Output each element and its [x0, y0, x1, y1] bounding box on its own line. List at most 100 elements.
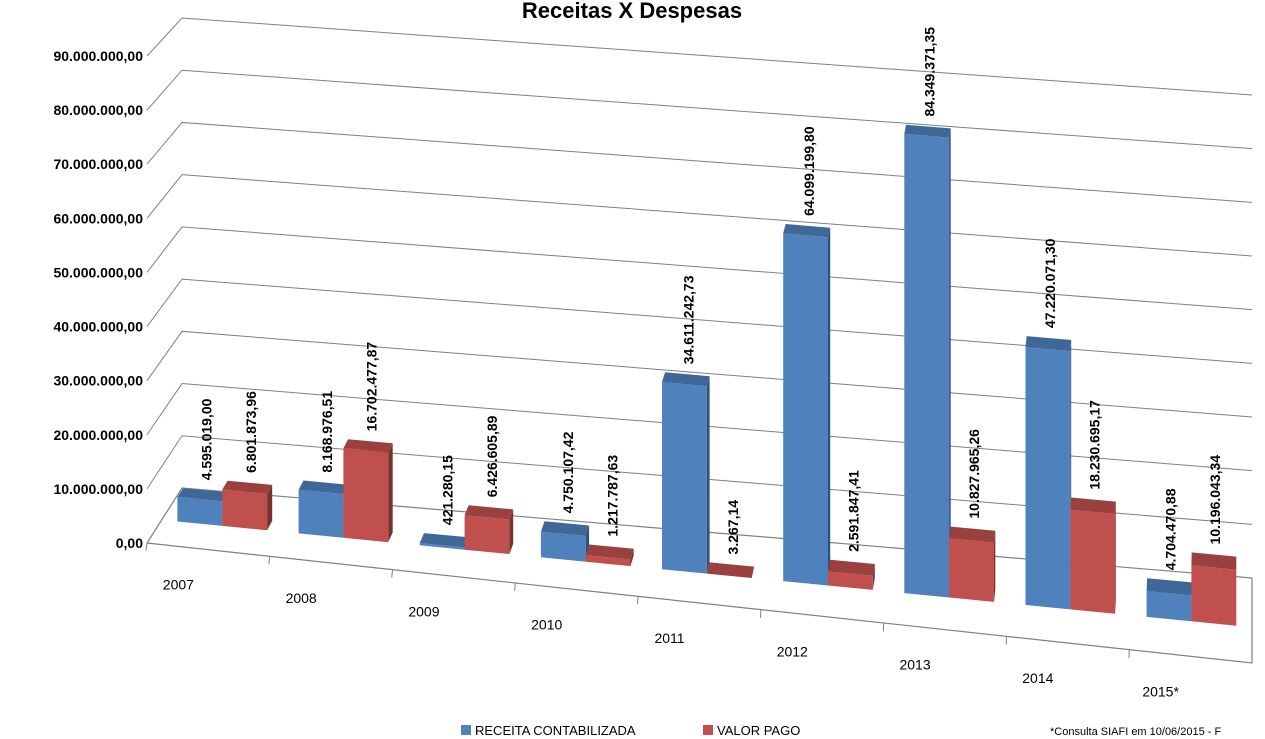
data-label: 10.827.965,26	[966, 429, 982, 519]
bar-receita-2015*	[1146, 578, 1192, 622]
data-label: 2.591.847,41	[846, 470, 862, 552]
x-tick-label: 2010	[531, 617, 562, 633]
y-tick-label: 60.000.000,00	[53, 210, 143, 226]
bar-top	[343, 439, 393, 453]
bar-top	[585, 544, 634, 560]
bar-front	[949, 538, 994, 602]
gridline	[146, 383, 1253, 472]
bar-top	[298, 480, 349, 494]
bar-front	[828, 571, 873, 590]
bar-top	[419, 533, 469, 548]
bar-front	[904, 133, 950, 598]
bar-valor-pago-2011	[706, 562, 755, 578]
x-tick-mark	[268, 556, 271, 565]
bars	[177, 124, 1237, 626]
y-tick-label: 90.000.000,00	[53, 48, 143, 64]
bar-receita-2014	[1025, 336, 1072, 610]
bar-valor-pago-2012	[828, 559, 875, 590]
bar-valor-pago-2010	[585, 544, 634, 567]
chart-title: Receitas X Despesas	[522, 0, 742, 23]
bar-top	[1070, 497, 1116, 514]
bar-valor-pago-2007	[222, 480, 273, 531]
bar-valor-pago-2014	[1070, 497, 1116, 614]
legend-swatch-valor-pago	[703, 725, 713, 735]
bar-front	[1025, 347, 1071, 610]
x-tick-mark	[391, 569, 394, 578]
data-label: 421.280,15	[439, 455, 455, 525]
bar-side	[828, 227, 831, 586]
bar-top	[706, 562, 755, 578]
x-tick-label: 2009	[408, 603, 439, 619]
legend: RECEITA CONTABILIZADA VALOR PAGO	[461, 723, 800, 738]
bar-front	[783, 233, 828, 586]
x-tick-label: 2014	[1022, 670, 1053, 686]
bar-valor-pago-2015*	[1191, 552, 1237, 626]
bar-side	[630, 548, 634, 567]
data-label: 18.230.695,17	[1086, 400, 1102, 490]
bar-front	[343, 448, 389, 543]
bar-front	[585, 555, 631, 567]
data-label: 3.267,14	[725, 500, 741, 555]
bar-receita-2011	[662, 372, 710, 574]
bar-side	[706, 376, 710, 574]
bar-front	[298, 489, 344, 538]
bar-valor-pago-2013	[949, 526, 996, 602]
data-label: 10.196.043,34	[1207, 455, 1223, 545]
y-tick-label: 10.000.000,00	[53, 481, 143, 497]
bar-valor-pago-2008	[343, 439, 393, 543]
y-tick-label: 20.000.000,00	[53, 427, 143, 443]
data-labels: 4.595.019,00 6.801.873,96 8.168.976,51 16.7…	[198, 27, 1223, 570]
gridline	[146, 278, 1253, 364]
data-label: 16.702.477,87	[363, 342, 379, 432]
x-tick-mark	[514, 582, 516, 591]
legend-swatch-receita	[461, 725, 471, 735]
data-label: 1.217.787,63	[604, 455, 620, 537]
data-label: 4.595.019,00	[198, 398, 214, 480]
x-tick-label: 2013	[899, 657, 930, 673]
x-tick-label: 2012	[777, 643, 808, 659]
y-tick-label: 70.000.000,00	[53, 156, 143, 172]
bar-top	[540, 521, 590, 536]
gridline	[146, 17, 1253, 96]
bar-front	[464, 515, 510, 555]
bar-side	[267, 484, 273, 531]
bar-receita-2008	[298, 480, 349, 538]
gridlines	[145, 17, 1253, 664]
bar-front	[1191, 565, 1237, 626]
bar-top	[1146, 578, 1192, 596]
gridline	[146, 226, 1253, 311]
data-label: 84.349.371,35	[921, 27, 937, 117]
legend-label-valor-pago: VALOR PAGO	[717, 723, 800, 738]
bar-side	[994, 530, 996, 602]
bar-top	[222, 480, 273, 494]
bar-side	[1115, 501, 1116, 614]
data-label: 47.220.071,30	[1042, 238, 1058, 328]
y-tick-label: 30.000.000,00	[53, 373, 143, 389]
bar-top	[904, 124, 951, 138]
x-tick-mark	[145, 542, 148, 551]
gridline	[146, 487, 1253, 579]
x-tick-label: 2015*	[1142, 683, 1179, 699]
footnote: *Consulta SIAFI em 10/06/2015 - F	[1050, 726, 1221, 738]
bar-receita-2007	[177, 488, 228, 526]
bar-front	[222, 489, 268, 531]
y-axis-tick-labels: 0,00 10.000.000,00 20.000.000,00 30.000.000…	[53, 48, 143, 551]
data-label: 4.750.107,42	[560, 431, 576, 513]
bar-side	[388, 443, 393, 543]
x-tick-label: 2011	[654, 630, 684, 646]
x-tick-label: 2008	[286, 590, 317, 606]
bar-valor-pago-2009	[464, 505, 514, 555]
bar-top	[1025, 336, 1072, 352]
data-label: 6.801.873,96	[243, 391, 259, 473]
gridline	[146, 121, 1253, 203]
x-tick-label: 2007	[163, 577, 194, 593]
data-label: 64.099.199,80	[801, 126, 817, 216]
bar-top	[828, 559, 875, 576]
bar-top	[949, 526, 996, 543]
bar-side	[872, 564, 875, 590]
y-tick-label: 40.000.000,00	[53, 319, 143, 335]
bar-front	[177, 496, 223, 526]
bar-receita-2010	[540, 521, 590, 562]
x-axis-tick-labels: 2007 2008 2009 2010 2011 2012 2013 2014 2015*	[163, 577, 1180, 700]
